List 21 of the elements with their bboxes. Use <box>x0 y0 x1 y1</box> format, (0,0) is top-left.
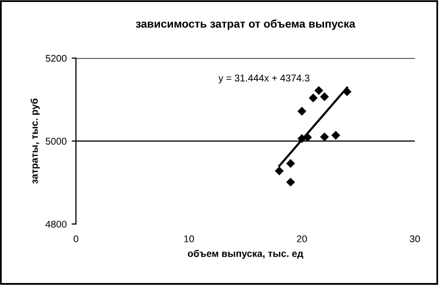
y-tick-label: 5000 <box>46 138 67 145</box>
point <box>320 92 329 102</box>
y-axis-title: затраты, тыс. руб <box>30 98 40 184</box>
point <box>308 94 318 102</box>
x-axis-title: объем выпуска, тыс. ед <box>188 250 304 259</box>
point <box>331 130 340 140</box>
point <box>320 132 329 142</box>
annotation: y = 31.444x + 4374.3 <box>218 74 310 84</box>
point <box>297 106 306 116</box>
point <box>274 166 284 176</box>
point <box>342 87 352 96</box>
x-tick-label: 10 <box>184 235 194 242</box>
point <box>286 159 296 168</box>
point <box>286 178 296 187</box>
y-tick-label: 5200 <box>46 54 67 62</box>
x-tick-label: 0 <box>74 235 78 242</box>
chart-title: зависимость затрат от объема выпуска <box>136 19 356 30</box>
point <box>314 86 324 95</box>
x-tick-label: 20 <box>296 235 307 242</box>
y-tick-label: 4800 <box>46 220 67 228</box>
x-tick-label: 30 <box>410 235 420 242</box>
